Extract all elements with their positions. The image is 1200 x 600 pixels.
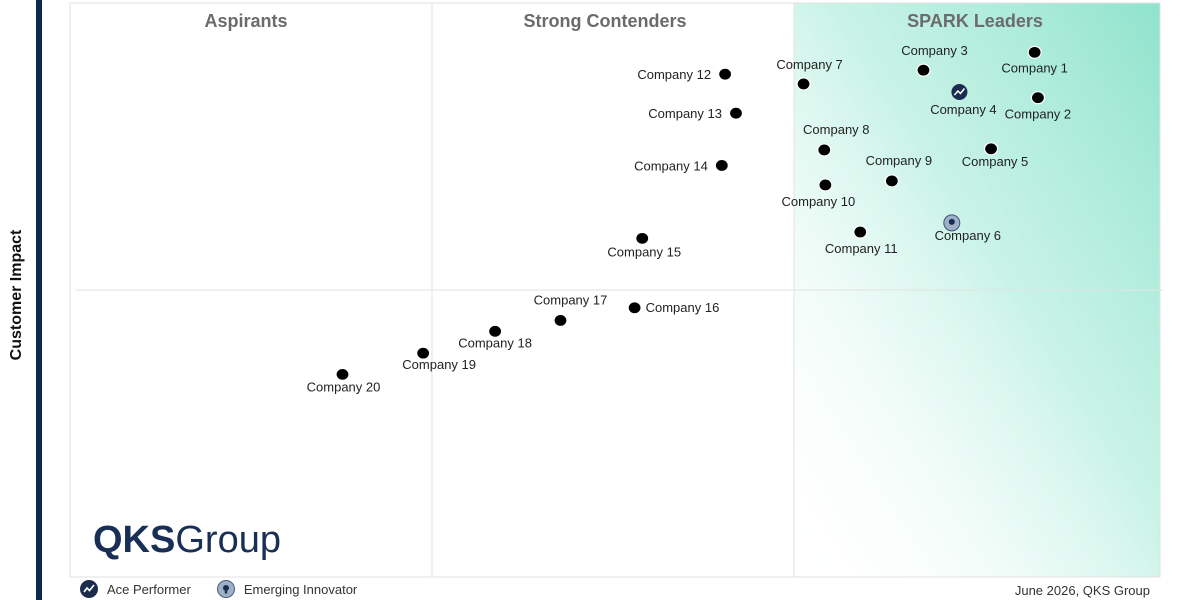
label-company-2: Company 2 [1005,107,1071,122]
point-company-11 [853,225,868,239]
emerging-innovator-icon [216,580,235,598]
label-company-5: Company 5 [962,154,1028,169]
point-company-10 [818,178,833,192]
point-company-1 [1027,45,1042,59]
point-company-7 [796,77,811,91]
label-company-9: Company 9 [866,153,932,168]
point-company-3 [916,63,931,77]
label-company-20: Company 20 [307,379,381,394]
label-company-14: Company 14 [634,158,708,173]
legend-item-ace-performer: Ace Performer [80,580,191,598]
label-company-15: Company 15 [607,244,681,259]
label-company-1: Company 1 [1001,60,1067,75]
point-company-12 [717,67,733,81]
legend: Ace Performer Emerging Innovator [80,580,383,598]
point-company-13 [728,106,744,120]
legend-label-emerging-innovator: Emerging Innovator [243,581,358,597]
point-company-14 [714,158,729,173]
ace-performer-icon [80,580,98,598]
point-company-18 [488,324,503,338]
data-points: Company 1 Company 2 Company 3 Company 4 Comp… [307,43,1072,394]
point-company-2 [1030,91,1046,105]
quadrant-title-spark-leaders: SPARK Leaders [907,11,1043,31]
point-company-15 [635,231,650,245]
qks-group-logo: QKSGroup [93,518,281,562]
label-company-8: Company 8 [803,122,869,137]
logo-bold-text: QKS [93,519,176,561]
quadrant-title-aspirants: Aspirants [204,11,287,31]
label-company-17: Company 17 [534,292,608,307]
label-company-3: Company 3 [901,43,967,58]
label-company-16: Company 16 [646,300,720,315]
logo-regular-text: Group [175,519,281,561]
legend-item-emerging-innovator: Emerging Innovator [216,580,358,598]
label-company-18: Company 18 [458,335,532,350]
point-company-6-emerging-icon [948,218,955,225]
legend-label-ace-performer: Ace Performer [107,581,191,597]
label-company-13: Company 13 [648,106,722,121]
point-company-16 [627,301,642,315]
label-company-6: Company 6 [935,228,1001,243]
point-company-5 [983,142,999,156]
point-company-8 [817,143,832,157]
label-company-10: Company 10 [782,194,856,209]
point-company-17 [553,313,568,328]
quadrant-title-strong-contenders: Strong Contenders [523,11,686,31]
left-accent-bar [36,0,42,600]
date-source-note: June 2026, QKS Group [1014,583,1150,598]
label-company-11: Company 11 [825,241,898,256]
point-company-4-ace-icon [953,88,966,96]
label-company-19: Company 19 [402,357,476,372]
label-company-12: Company 12 [637,67,711,82]
point-company-9 [884,174,899,188]
label-company-4: Company 4 [930,102,996,117]
label-company-7: Company 7 [776,57,842,72]
point-company-19 [416,346,431,360]
point-company-20 [335,367,350,381]
